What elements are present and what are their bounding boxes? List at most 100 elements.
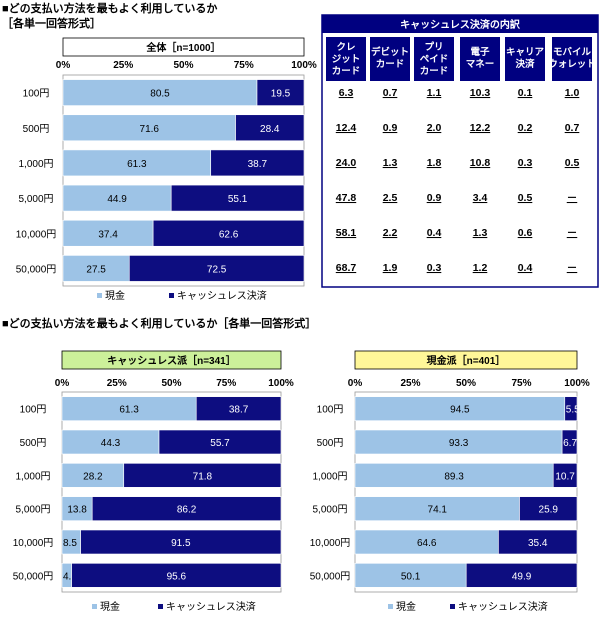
- breakdown-cell: 1.1: [427, 87, 442, 99]
- chart-3-tick-label: 100%: [564, 378, 590, 389]
- breakdown-cell: 1.3: [473, 227, 488, 239]
- breakdown-cell: 10.8: [470, 157, 491, 169]
- breakdown-column-header: ジット: [332, 54, 361, 65]
- chart-3-data-label: 94.5: [450, 405, 470, 416]
- chart-3-data-label: 93.3: [449, 438, 469, 449]
- breakdown-cell: －: [567, 262, 578, 274]
- chart-3-legend-label-cash: 現金: [396, 600, 416, 613]
- bottom-title: ■どの支払い方法を最もよく利用しているか［各単一回答形式］: [2, 316, 316, 330]
- breakdown-column-header: 電子: [470, 46, 490, 58]
- chart-0-bar-cashless: [128, 255, 305, 282]
- chart-2-plot-frame: [61, 391, 282, 593]
- breakdown-cell: 58.1: [336, 227, 357, 239]
- chart-2-category-label: 500円: [20, 438, 47, 449]
- chart-0-bar-cash: [62, 219, 154, 247]
- chart-0-bar-cash: [62, 255, 130, 282]
- chart-3-bar-cashless: [519, 496, 578, 521]
- breakdown-cell: 24.0: [336, 157, 357, 169]
- chart-0-data-label: 44.9: [107, 194, 127, 205]
- chart-2-data-label: 71.8: [193, 471, 213, 482]
- breakdown-column-header: 決済: [515, 58, 535, 70]
- chart-0-tick-label: 0%: [56, 60, 71, 71]
- chart-2-legend-swatch-cashless: [158, 604, 163, 609]
- chart-3-plot-frame: [354, 391, 578, 593]
- chart-3-data-label: 10.7: [555, 471, 575, 482]
- breakdown-cell: 0.6: [518, 227, 533, 239]
- chart-3-title-box: [354, 350, 578, 370]
- chart-0-data-label: 72.5: [207, 264, 227, 275]
- chart-2-data-label: 28.2: [83, 471, 103, 482]
- chart-3-legend-swatch-cash: [388, 604, 393, 609]
- chart-0-tick-label: 50%: [173, 60, 193, 71]
- chart-3-data-label: 74.1: [428, 505, 448, 516]
- breakdown-column-header-bg: [505, 37, 545, 81]
- chart-2-bar-cashless: [71, 563, 282, 588]
- chart-2-category-label: 50,000円: [13, 571, 54, 582]
- chart-3-data-label: 50.1: [401, 571, 421, 582]
- chart-0-category-label: 1,000円: [18, 159, 53, 170]
- chart-2-category-label: 10,000円: [13, 538, 54, 549]
- breakdown-cell: 0.7: [565, 122, 580, 134]
- breakdown-column-header: マネー: [466, 59, 495, 70]
- chart-0-category-label: 5,000円: [18, 194, 53, 205]
- chart-3-tick-label: 0%: [348, 378, 363, 389]
- chart-0-data-label: 38.7: [248, 159, 268, 170]
- breakdown-cell: 0.5: [565, 157, 580, 169]
- chart-0-title-box: [62, 37, 305, 57]
- chart-0-legend-swatch-cash: [97, 293, 102, 298]
- breakdown-cell: 0.4: [518, 262, 533, 274]
- breakdown-column-header: カード: [332, 66, 361, 77]
- chart-3-bar-cash: [354, 429, 563, 455]
- chart-0-data-label: 61.3: [127, 159, 147, 170]
- chart-0-category-label: 500円: [23, 124, 50, 135]
- chart-0-bar-cash: [62, 149, 212, 177]
- chart-2-bar-cashless: [158, 429, 282, 455]
- chart-2-tick-label: 100%: [268, 378, 294, 389]
- breakdown-column-header: ウォレット: [548, 59, 596, 70]
- breakdown-cell: 0.9: [427, 192, 442, 204]
- breakdown-column-header-bg: [552, 37, 592, 81]
- breakdown-cell: 0.2: [518, 122, 533, 134]
- top-title: ■どの支払い方法を最もよく利用しているか: [2, 1, 217, 15]
- chart-3-data-label: 49.9: [512, 571, 532, 582]
- chart-3-bar-cashless: [498, 529, 578, 555]
- chart-3-bar-cashless: [564, 396, 578, 421]
- chart-3-tick-label: 25%: [400, 378, 420, 389]
- chart-2-data-label: 55.7: [210, 438, 230, 449]
- chart-3-tick-label: 50%: [456, 378, 476, 389]
- chart-2-bar-cashless: [80, 529, 282, 555]
- chart-0-data-label: 80.5: [150, 89, 170, 100]
- breakdown-cell: 6.3: [339, 87, 354, 99]
- chart-2-tick-label: 50%: [161, 378, 181, 389]
- chart-3-bar-cash: [354, 563, 467, 588]
- chart-3-title: 現金派［n=401］: [427, 354, 506, 367]
- chart-3-data-label: 35.4: [528, 538, 548, 549]
- chart-0-data-label: 62.6: [219, 229, 239, 240]
- chart-2-category-label: 100円: [20, 405, 47, 416]
- breakdown-cell: 10.3: [470, 87, 491, 99]
- chart-3-legend-label-cashless: キャッシュレス決済: [458, 600, 548, 613]
- chart-2-tick-label: 75%: [216, 378, 236, 389]
- chart-0-legend-label-cash: 現金: [105, 289, 125, 302]
- breakdown-column-header: キャリア: [506, 47, 545, 58]
- breakdown-column-header: カード: [376, 59, 405, 70]
- chart-3-bar-cashless: [552, 463, 578, 488]
- chart-2-bar-cash: [61, 463, 125, 488]
- chart-0-bar-cash: [62, 114, 236, 142]
- chart-3-data-label: 5.5: [566, 405, 580, 416]
- chart-2-data-label: 95.6: [167, 571, 187, 582]
- chart-2-tick-label: 25%: [107, 378, 127, 389]
- chart-0-bar-cashless: [256, 79, 305, 106]
- chart-3-tick-label: 75%: [511, 378, 531, 389]
- breakdown-cell: 1.9: [383, 262, 398, 274]
- chart-0-bar-cashless: [210, 149, 305, 177]
- breakdown-cell: 2.0: [427, 122, 442, 134]
- chart-0-legend-label-cashless: キャッシュレス決済: [177, 289, 267, 302]
- breakdown-cell: －: [567, 192, 578, 204]
- chart-2-data-label: 91.5: [171, 538, 191, 549]
- breakdown-cell: 2.5: [383, 192, 398, 204]
- chart-0-data-label: 71.6: [140, 124, 160, 135]
- breakdown-table-title: キャッシュレス決済の内訳: [400, 18, 521, 31]
- chart-3-bar-cashless: [465, 563, 578, 588]
- chart-2-title-box: [61, 350, 282, 370]
